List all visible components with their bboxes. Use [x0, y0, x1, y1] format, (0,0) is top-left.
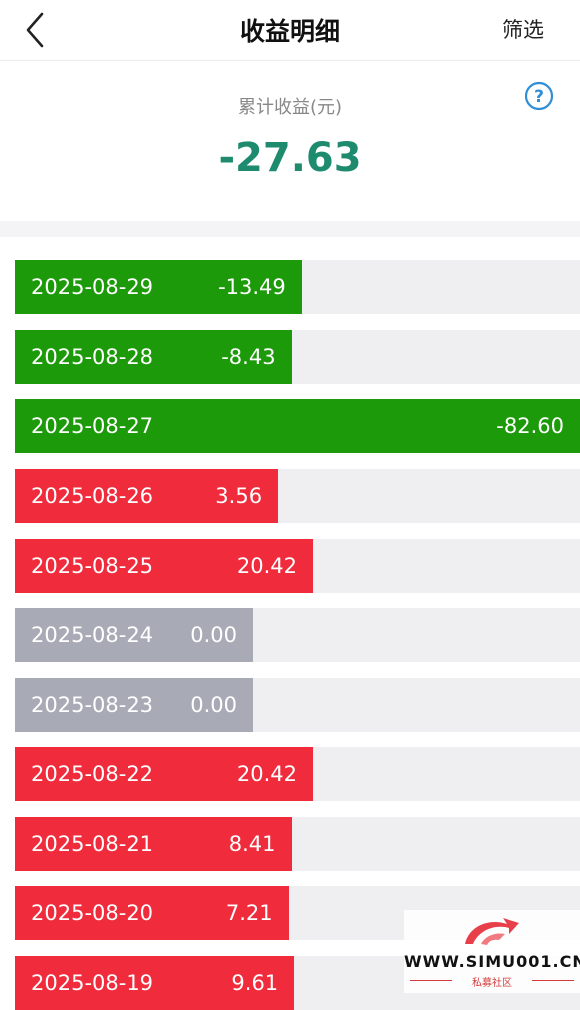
row-date: 2025-08-27	[31, 414, 154, 438]
row-date: 2025-08-20	[31, 901, 154, 925]
row-date: 2025-08-29	[31, 275, 154, 299]
watermark-subtext: 私募社区	[472, 978, 512, 989]
earnings-row[interactable]: 2025-08-24 0.00	[15, 608, 580, 662]
question-icon: ?	[524, 81, 554, 111]
earnings-row[interactable]: 2025-08-28 -8.43	[15, 330, 580, 384]
earnings-row[interactable]: 2025-08-21 8.41	[15, 817, 580, 871]
earnings-row[interactable]: 2025-08-29 -13.49	[15, 260, 580, 314]
row-date: 2025-08-23	[31, 693, 154, 717]
earnings-bar	[15, 608, 253, 662]
row-value: -82.60	[496, 414, 564, 438]
earnings-bar	[15, 817, 292, 871]
help-button[interactable]: ?	[524, 81, 554, 111]
section-divider	[0, 221, 580, 237]
chevron-left-icon	[26, 12, 44, 48]
earnings-bar	[15, 330, 292, 384]
earnings-bar	[15, 678, 253, 732]
row-value: 20.42	[236, 554, 297, 578]
filter-button[interactable]: 筛选	[502, 18, 544, 42]
earnings-row[interactable]: 2025-08-26 3.56	[15, 469, 580, 523]
row-date: 2025-08-22	[31, 762, 154, 786]
row-value: 9.61	[231, 971, 279, 995]
row-value: 7.21	[225, 901, 273, 925]
summary-panel: 累计收益(元) -27.63 ?	[0, 61, 580, 221]
earnings-bar	[15, 469, 279, 523]
row-value: -13.49	[218, 275, 286, 299]
row-value: 8.41	[228, 832, 276, 856]
total-earnings-label: 累计收益(元)	[237, 97, 343, 118]
row-date: 2025-08-26	[31, 484, 154, 508]
row-date: 2025-08-19	[31, 971, 154, 995]
earnings-row[interactable]: 2025-08-23 0.00	[15, 678, 580, 732]
watermark-divider	[410, 980, 452, 981]
row-value: 0.00	[190, 693, 237, 717]
watermark-divider	[532, 980, 574, 981]
watermark: WWW.SIMU001.CN 私募社区	[404, 910, 580, 993]
header: 收益明细 筛选	[0, 0, 580, 61]
earnings-row[interactable]: 2025-08-25 20.42	[15, 539, 580, 593]
row-date: 2025-08-25	[31, 554, 154, 578]
page-title: 收益明细	[239, 17, 340, 46]
row-value: 0.00	[190, 623, 237, 647]
row-date: 2025-08-21	[31, 832, 154, 856]
earnings-bar	[15, 747, 313, 801]
earnings-bar	[15, 886, 289, 940]
earnings-bar	[15, 539, 313, 593]
earnings-row[interactable]: 2025-08-22 20.42	[15, 747, 580, 801]
row-value: 3.56	[215, 484, 263, 508]
total-earnings-value: -27.63	[218, 135, 362, 181]
watermark-logo-icon	[465, 918, 519, 945]
svg-text:?: ?	[534, 87, 544, 107]
row-date: 2025-08-24	[31, 623, 154, 647]
earnings-row[interactable]: 2025-08-27 -82.60	[15, 399, 580, 453]
back-button[interactable]	[18, 10, 58, 50]
earnings-bar	[15, 399, 580, 453]
row-value: -8.43	[221, 345, 276, 369]
row-value: 20.42	[236, 762, 297, 786]
earnings-bar	[15, 260, 302, 314]
row-date: 2025-08-28	[31, 345, 154, 369]
watermark-text: WWW.SIMU001.CN	[404, 952, 580, 971]
